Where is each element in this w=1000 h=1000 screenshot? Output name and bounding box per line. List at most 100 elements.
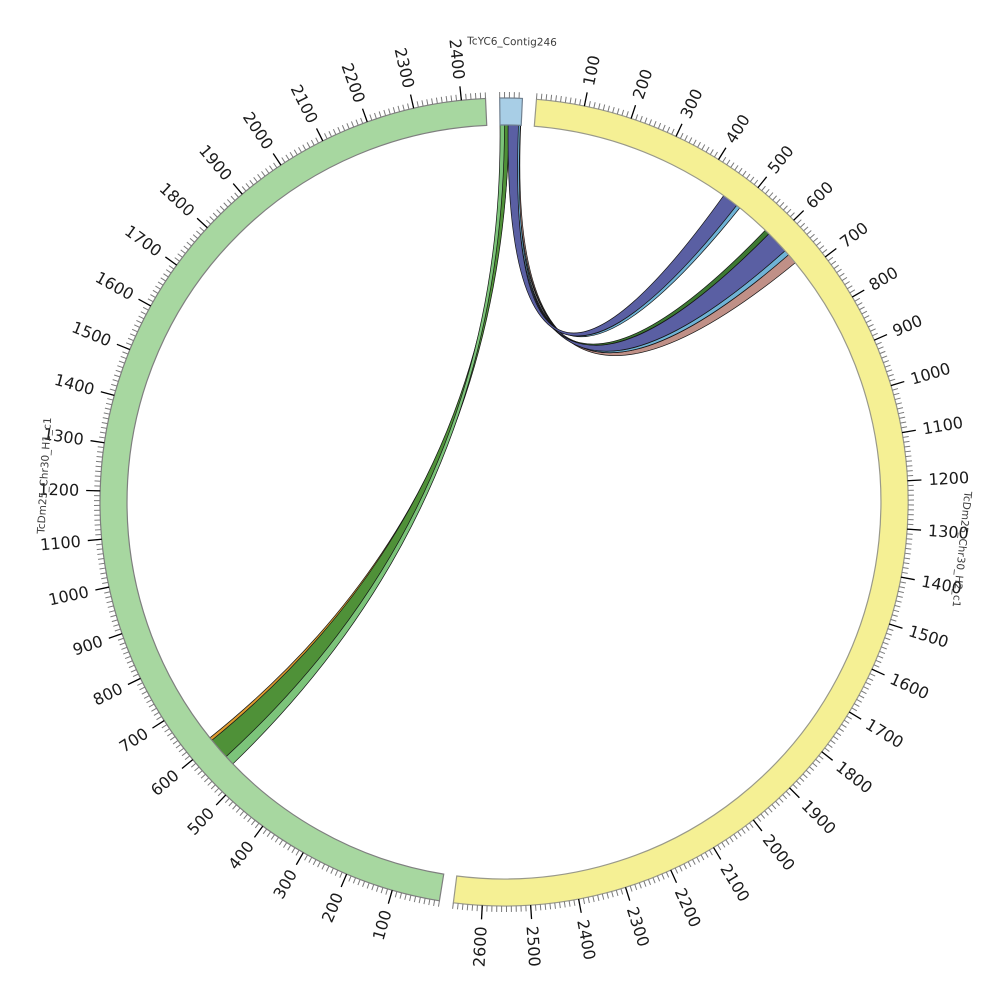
tick-minor: [745, 825, 750, 831]
tick-minor: [593, 102, 596, 109]
tick-major: [675, 123, 683, 137]
tick-minor: [841, 276, 848, 282]
tick-minor: [891, 614, 898, 617]
tick-minor: [388, 108, 391, 115]
tick-minor: [722, 156, 727, 163]
tick-minor: [869, 328, 876, 332]
tick-minor: [243, 813, 248, 820]
tick-minor: [153, 711, 160, 716]
tick-minor: [115, 369, 122, 373]
tick-label: 2500: [523, 925, 545, 967]
tick-minor: [846, 715, 853, 720]
tick-minor: [903, 562, 910, 565]
tick-minor: [778, 797, 784, 803]
tick-minor: [795, 780, 801, 786]
tick-minor: [136, 319, 142, 324]
tick-label: 300: [676, 86, 706, 122]
tick-label: 400: [722, 111, 754, 147]
tick-major: [387, 890, 393, 904]
tick-minor: [157, 281, 164, 286]
tick-minor: [805, 769, 811, 775]
tick-minor: [626, 111, 629, 118]
tick-minor: [906, 465, 913, 467]
tick-minor: [653, 121, 657, 128]
tick-minor: [274, 837, 280, 843]
tick-minor: [163, 273, 169, 278]
tick-minor: [109, 388, 116, 392]
tick-minor: [905, 543, 912, 545]
tick-label: 1100: [921, 413, 964, 439]
link-green-mid: [211, 124, 510, 758]
tick-minor: [692, 139, 697, 146]
tick-minor: [321, 863, 326, 870]
tick-minor: [107, 605, 114, 608]
tick-minor: [875, 341, 882, 346]
tick-minor: [858, 694, 865, 699]
tick-minor: [141, 690, 148, 695]
tick-minor: [348, 875, 352, 882]
tick-minor: [152, 289, 159, 294]
tick-minor: [385, 888, 389, 895]
tick-minor: [853, 703, 860, 708]
tick-minor: [380, 887, 384, 894]
tick-minor: [708, 849, 713, 856]
tick-minor: [830, 260, 837, 266]
tick-label: 500: [764, 142, 798, 178]
tick-minor: [374, 112, 377, 119]
tick-minor: [872, 332, 878, 337]
tick-major: [824, 247, 837, 258]
tick-minor: [854, 297, 861, 302]
tick-label: 2300: [391, 46, 419, 90]
tick-minor: [114, 628, 121, 632]
tick-major: [888, 623, 903, 629]
tick-label: 100: [369, 908, 396, 943]
tick-minor: [893, 609, 900, 613]
tick-major: [87, 538, 102, 542]
tick-minor: [894, 397, 901, 401]
tick-minor: [612, 106, 615, 114]
tick-minor: [865, 681, 872, 686]
tick-label: 1800: [832, 757, 876, 797]
tick-minor: [125, 342, 132, 346]
tick-minor: [647, 879, 652, 886]
tick-minor: [178, 747, 185, 753]
tick-minor: [789, 212, 795, 218]
tick-major: [164, 256, 178, 266]
tick-minor: [760, 813, 766, 819]
tick-minor: [818, 245, 825, 250]
tick-minor: [197, 770, 203, 775]
tick-minor: [887, 628, 894, 631]
tick-minor: [717, 844, 722, 851]
tick-minor: [903, 440, 910, 443]
tick-minor: [105, 402, 113, 406]
tick-minor: [709, 149, 714, 155]
tick-minor: [134, 324, 140, 328]
tick-minor: [96, 543, 103, 546]
segment-label-h2: TcDm25_Chr30_H2_c1: [950, 490, 974, 608]
tick-minor: [560, 95, 562, 103]
tick-minor: [545, 94, 548, 101]
tick-minor: [416, 101, 419, 108]
tick-minor: [856, 698, 862, 703]
tick-minor: [461, 903, 464, 910]
tick-minor: [341, 125, 346, 131]
tick-minor: [423, 898, 426, 905]
tick-minor: [656, 875, 661, 882]
tick-minor: [107, 398, 114, 401]
tick-minor: [465, 93, 467, 100]
tick-label: 2400: [573, 918, 599, 962]
tick-minor: [730, 162, 735, 168]
tick-minor: [582, 898, 586, 905]
tick-minor: [726, 159, 731, 166]
tick-minor: [832, 735, 839, 741]
tick-major: [152, 720, 165, 729]
tick-minor: [550, 94, 553, 101]
segment-band-contig246: [499, 97, 524, 127]
tick-minor: [555, 95, 557, 102]
tick-major: [793, 210, 805, 221]
tick-minor: [764, 810, 769, 816]
tick-minor: [683, 863, 687, 870]
tick-minor: [729, 836, 734, 843]
tick-label: 2000: [239, 108, 277, 152]
